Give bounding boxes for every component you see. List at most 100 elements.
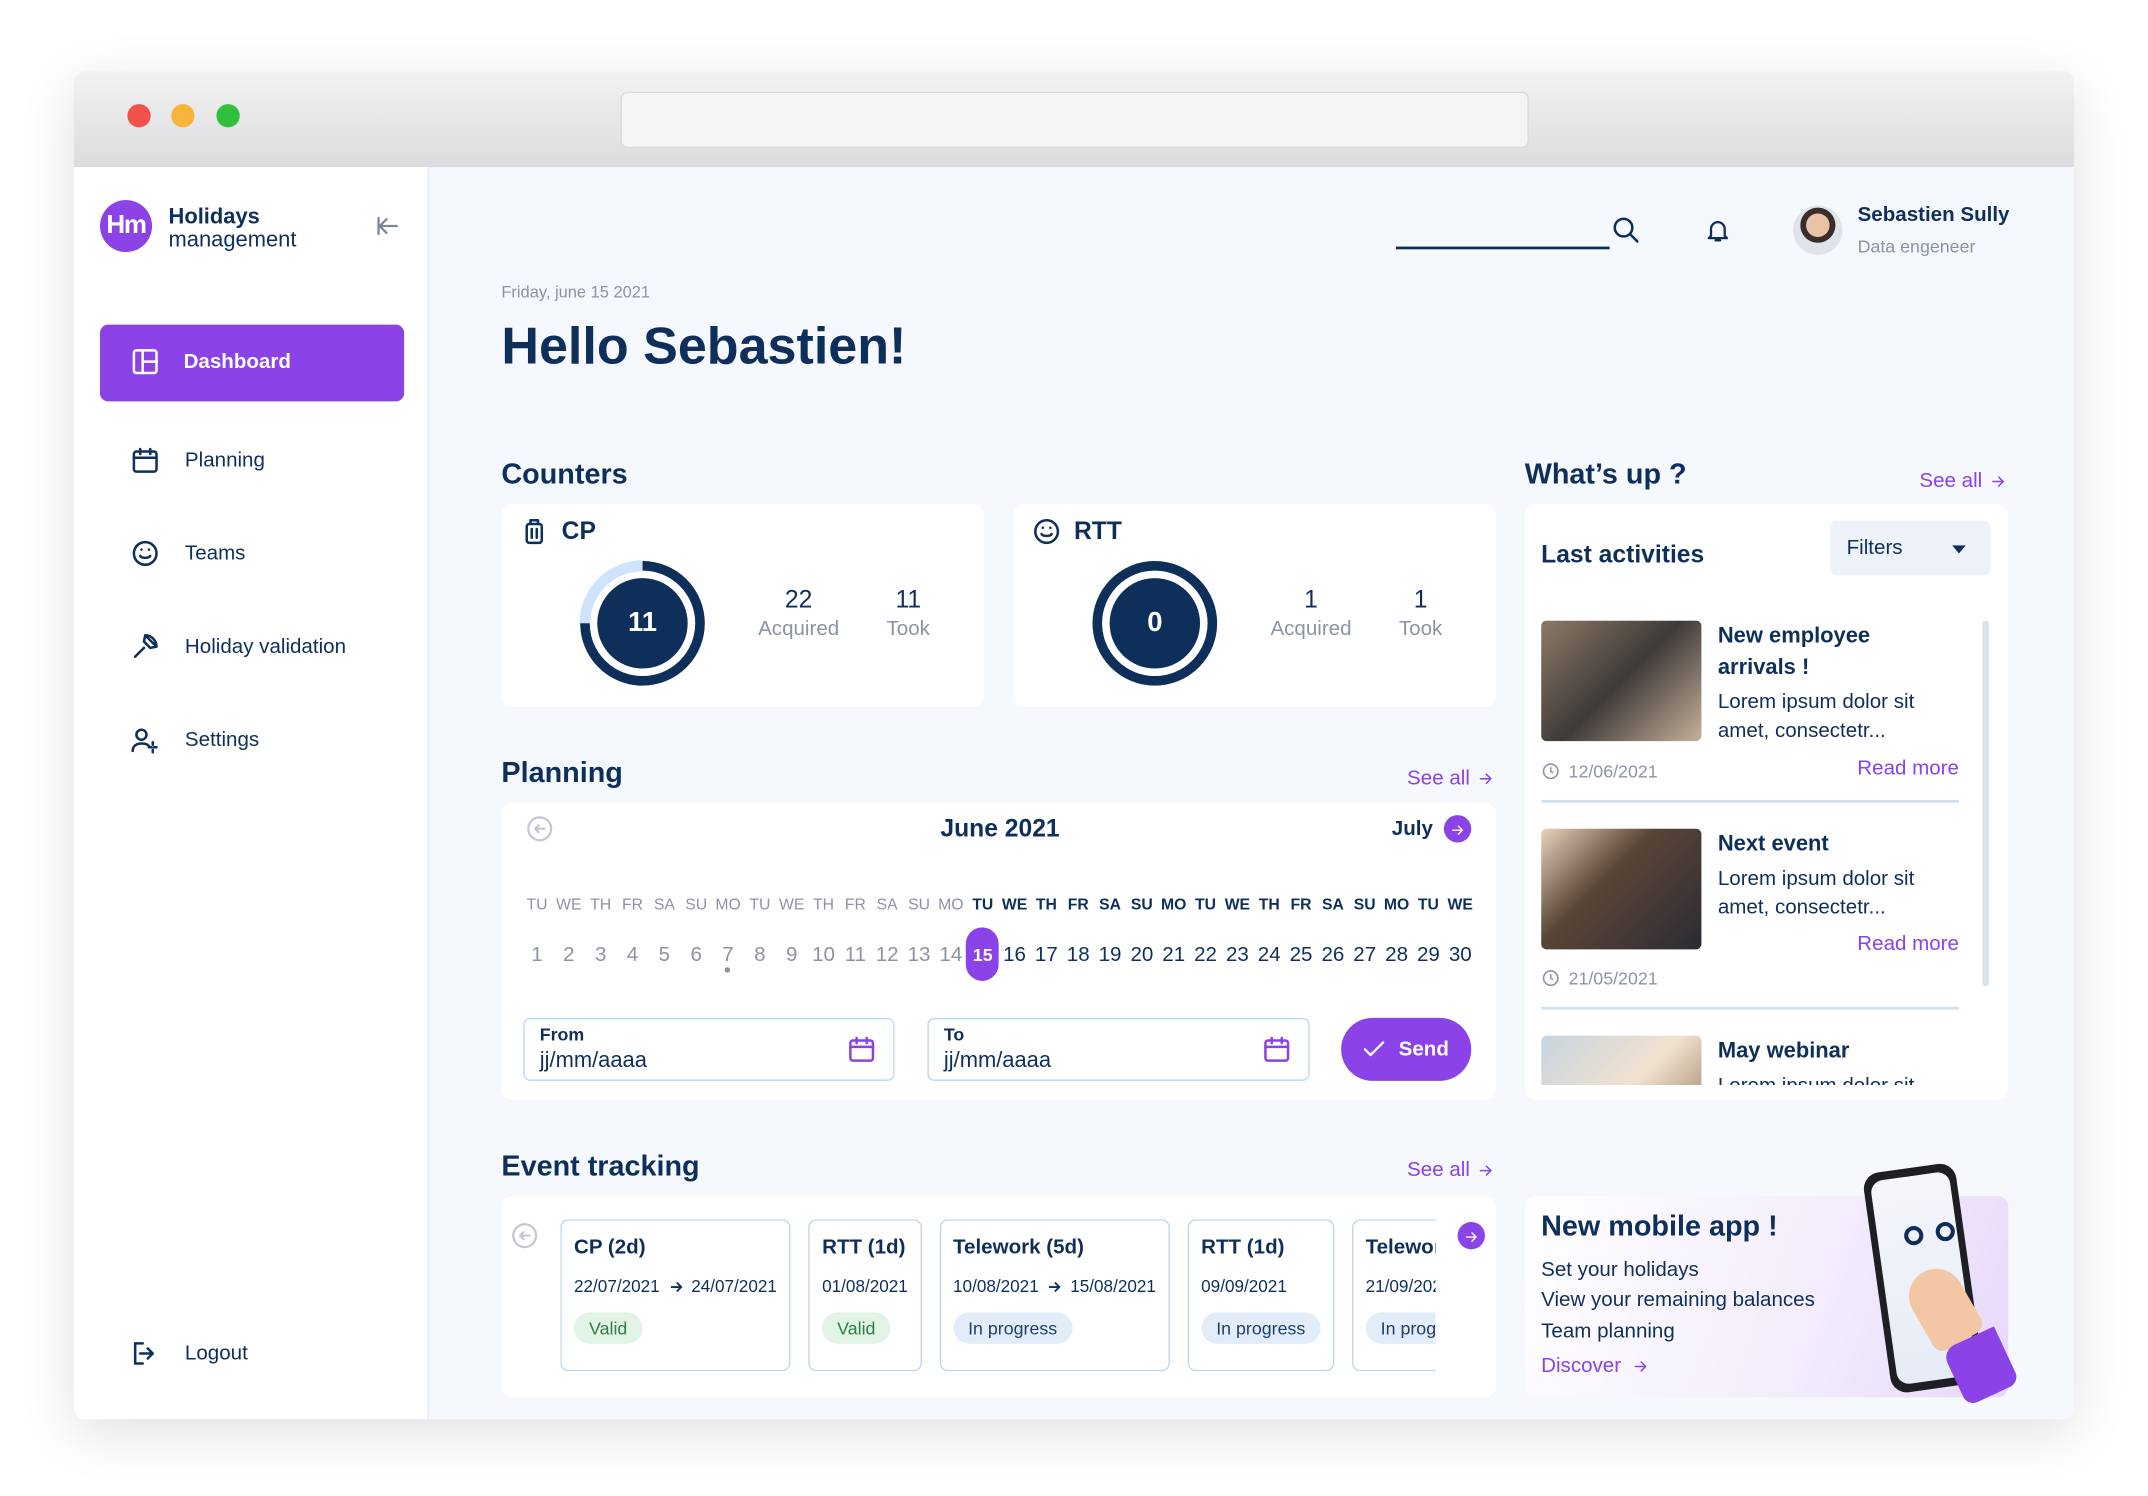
- counter-acquired: 1: [1304, 585, 1318, 614]
- clock-icon: [1541, 762, 1560, 781]
- day[interactable]: 17: [1034, 943, 1058, 967]
- see-all[interactable]: See all: [1407, 1158, 1470, 1182]
- day[interactable]: 21: [1162, 943, 1186, 967]
- logout[interactable]: Logout: [184, 1341, 248, 1366]
- bell-icon[interactable]: [1704, 215, 1731, 245]
- event-start: 10/08/2021: [953, 1276, 1039, 1296]
- activity-title[interactable]: Next event: [1717, 832, 1829, 857]
- day[interactable]: 26: [1321, 943, 1345, 967]
- day[interactable]: 22: [1194, 943, 1217, 967]
- see-all[interactable]: See all: [1407, 766, 1470, 790]
- event-end: 24/07/2021: [691, 1276, 777, 1296]
- read-more[interactable]: Read more: [1857, 756, 1959, 781]
- day[interactable]: 10: [812, 943, 835, 967]
- event-dates: 09/09/2021: [1201, 1277, 1320, 1296]
- promo-arrow[interactable]: [1631, 1357, 1649, 1375]
- event-card[interactable]: CP (2d) 22/07/2021 24/07/2021 Valid: [560, 1219, 791, 1372]
- day[interactable]: 15: [972, 944, 993, 966]
- search-icon[interactable]: [1611, 215, 1641, 245]
- address-bar[interactable]: [620, 91, 1529, 148]
- day[interactable]: 19: [1098, 943, 1122, 967]
- calendar-icon[interactable]: [847, 1034, 877, 1064]
- collapse-icon[interactable]: [374, 212, 401, 239]
- weekday: TH: [1035, 897, 1057, 914]
- day[interactable]: 4: [626, 943, 639, 967]
- promo-cta[interactable]: Discover: [1541, 1354, 1622, 1378]
- nav-item[interactable]: Settings: [184, 728, 260, 752]
- divider: [1541, 800, 1959, 803]
- activity-title[interactable]: May webinar: [1717, 1039, 1850, 1064]
- nav-item[interactable]: Planning: [184, 448, 265, 472]
- day[interactable]: 12: [875, 943, 899, 967]
- see-all-arrow[interactable]: [1988, 472, 2006, 490]
- activity-image: [1541, 828, 1702, 950]
- phone-ring: [1904, 1226, 1924, 1246]
- day[interactable]: 1: [531, 943, 543, 967]
- see-all-arrow[interactable]: [1476, 1161, 1494, 1179]
- weekday: TU: [1195, 897, 1217, 914]
- next-month[interactable]: July: [1391, 817, 1433, 841]
- event-card[interactable]: RTT (1d) 01/08/2021 Valid: [808, 1219, 922, 1372]
- counter-ring: [578, 559, 707, 688]
- zoom-dot[interactable]: [216, 104, 240, 128]
- send-btn[interactable]: [1341, 1017, 1472, 1081]
- day[interactable]: 8: [754, 943, 766, 967]
- weekday: WE: [1447, 897, 1473, 914]
- day[interactable]: 6: [690, 943, 702, 967]
- counter-icon-svg: [1034, 518, 1060, 545]
- day[interactable]: 13: [907, 943, 931, 967]
- weekday: SU: [908, 897, 930, 914]
- selected-day[interactable]: [966, 927, 1000, 981]
- day[interactable]: 30: [1448, 943, 1472, 967]
- panel-title: Last activities: [1541, 540, 1705, 568]
- event-card[interactable]: RTT (1d) 09/09/2021 In progress: [1187, 1219, 1335, 1372]
- day[interactable]: 20: [1130, 943, 1154, 967]
- day[interactable]: 25: [1289, 943, 1313, 967]
- day[interactable]: 28: [1385, 943, 1408, 967]
- event-card[interactable]: Telework (5d) 10/08/2021 15/08/2021 In prog…: [939, 1219, 1170, 1372]
- nav-icon: [130, 347, 160, 377]
- weekday: TH: [1258, 897, 1280, 914]
- nav-item[interactable]: Holiday validation: [184, 634, 347, 659]
- nav-active-bg[interactable]: [100, 324, 405, 402]
- counter-name: CP: [561, 517, 596, 545]
- day[interactable]: 14: [939, 943, 963, 967]
- event-title: Telework (5d): [953, 1235, 1084, 1259]
- day[interactable]: 11: [844, 943, 867, 967]
- event-card[interactable]: Telework 21/09/2021 In progress: [1351, 1219, 1436, 1372]
- avatar[interactable]: [1793, 205, 1843, 255]
- events-next[interactable]: [1457, 1221, 1485, 1250]
- nav-item[interactable]: Teams: [184, 541, 246, 566]
- minimize-dot[interactable]: [171, 104, 195, 128]
- day[interactable]: 18: [1066, 943, 1090, 967]
- event-status: In progress: [953, 1312, 1073, 1344]
- prev-month[interactable]: [526, 815, 553, 842]
- day[interactable]: 7: [722, 943, 734, 967]
- calendar-icon[interactable]: [1262, 1034, 1292, 1064]
- day-marker: [725, 967, 731, 973]
- nav-item[interactable]: Dashboard: [183, 350, 291, 374]
- events-prev[interactable]: [511, 1222, 538, 1249]
- weekday: MO: [715, 897, 741, 914]
- next-month-btn[interactable]: [1443, 815, 1472, 843]
- read-more[interactable]: Read more: [1857, 932, 1959, 956]
- filters-btn[interactable]: [1830, 520, 1991, 576]
- date-input[interactable]: [927, 1017, 1310, 1081]
- day[interactable]: 9: [785, 943, 798, 967]
- see-all[interactable]: See all: [1919, 469, 1983, 493]
- day[interactable]: 16: [1003, 943, 1026, 967]
- date-input[interactable]: [523, 1017, 895, 1081]
- activity-title[interactable]: New employee arrivals !: [1717, 624, 1871, 680]
- search-field[interactable]: [1395, 246, 1610, 249]
- day[interactable]: 29: [1416, 943, 1440, 967]
- day[interactable]: 27: [1353, 943, 1377, 967]
- bell-icon-svg: [1707, 221, 1729, 242]
- day[interactable]: 2: [563, 943, 575, 967]
- day[interactable]: 23: [1225, 943, 1249, 967]
- day[interactable]: 24: [1257, 943, 1281, 967]
- see-all-arrow[interactable]: [1476, 769, 1494, 787]
- day[interactable]: 3: [594, 943, 607, 967]
- day[interactable]: 5: [658, 943, 671, 967]
- ring-svg: [1092, 560, 1218, 686]
- close-dot[interactable]: [127, 104, 151, 128]
